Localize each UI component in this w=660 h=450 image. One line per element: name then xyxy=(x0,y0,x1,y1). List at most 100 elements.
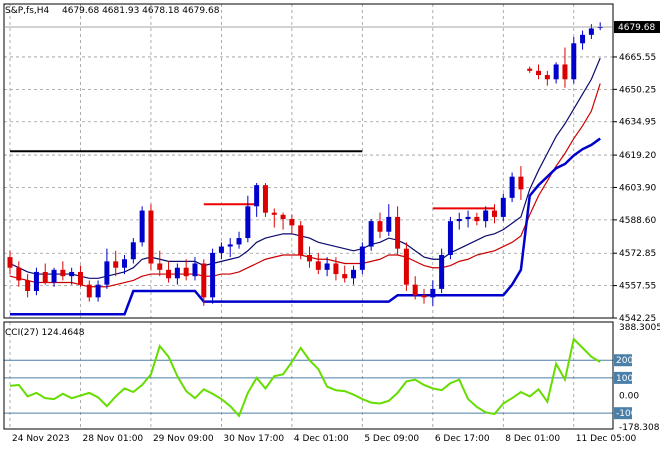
candle-body xyxy=(315,261,321,270)
price-tick-label: 4619.20 xyxy=(619,151,656,161)
candle-body xyxy=(183,267,189,277)
candle-body xyxy=(7,257,13,268)
candle-body xyxy=(536,70,542,76)
candles xyxy=(7,22,603,306)
candle-body xyxy=(77,271,83,285)
time-tick-label: 5 Dec 09:00 xyxy=(364,434,419,444)
cci-panel-frame xyxy=(3,321,614,430)
main-panel-frame xyxy=(3,3,614,319)
time-tick-label: 24 Nov 2023 xyxy=(12,434,70,444)
candle-body xyxy=(236,238,242,245)
price-tick-label: 4542.25 xyxy=(619,314,656,324)
cci-panel xyxy=(4,337,613,418)
candle-body xyxy=(51,269,57,283)
level-lines xyxy=(10,150,495,210)
candle-body xyxy=(544,75,550,80)
candle-body xyxy=(166,269,172,279)
time-tick-label: 30 Nov 17:00 xyxy=(223,434,284,444)
current-price-label: 4679.68 xyxy=(618,23,655,33)
candle-body xyxy=(271,212,277,215)
time-tick-label: 29 Nov 09:00 xyxy=(153,434,214,444)
candle-body xyxy=(368,221,374,247)
candle-body xyxy=(447,221,453,256)
candle-body xyxy=(421,295,427,298)
candle-body xyxy=(139,210,145,243)
candle-body xyxy=(25,280,31,292)
time-tick-label: 28 Nov 01:00 xyxy=(82,434,143,444)
chart-symbol: S&P,fs,H4 xyxy=(5,6,50,16)
axes: 4665.55 4650.25 4634.95 4619.20 4603.90 4588.… xyxy=(3,3,660,444)
candle-body xyxy=(395,216,401,249)
cci-level-box xyxy=(614,371,632,384)
candle-body xyxy=(403,248,409,285)
candle-body xyxy=(60,269,66,277)
candle-body xyxy=(597,27,603,29)
candle-body xyxy=(289,219,295,226)
candle-body xyxy=(500,197,506,217)
candle-body xyxy=(351,269,357,279)
price-tick-label: 4665.55 xyxy=(619,53,656,63)
candle-body xyxy=(439,255,445,289)
candle-body xyxy=(262,185,268,213)
candle-body xyxy=(553,64,559,80)
candle-body xyxy=(333,263,339,275)
candle-body xyxy=(122,259,128,268)
cci-label: CCI(27) 124.4648 xyxy=(5,328,85,338)
candle-body xyxy=(86,284,92,298)
candle-body xyxy=(113,261,119,268)
indicator-line xyxy=(9,83,601,288)
candle-body xyxy=(324,263,330,270)
time-tick-label: 6 Dec 17:00 xyxy=(435,434,490,444)
candle-body xyxy=(69,271,75,277)
candle-body xyxy=(218,246,224,253)
candle-body xyxy=(456,219,462,222)
indicator-line xyxy=(9,57,601,279)
candle-body xyxy=(483,210,489,222)
candle-body xyxy=(386,216,392,232)
cci-tick-label: -100 xyxy=(616,409,637,419)
candle-body xyxy=(130,242,136,260)
cci-tick-label: 200 xyxy=(616,356,633,366)
ohlc-readout: 4679.68 4681.93 4678.18 4679.68 xyxy=(62,6,220,16)
candle-body xyxy=(174,267,180,279)
candle-body xyxy=(16,267,22,281)
candle-body xyxy=(430,288,436,298)
candle-body xyxy=(342,274,348,279)
candle-body xyxy=(562,64,568,80)
candle-body xyxy=(518,176,524,190)
price-tick-label: 4603.90 xyxy=(619,183,656,193)
candle-body xyxy=(245,206,251,239)
price-tick-label: 4588.60 xyxy=(619,216,656,226)
candle-body xyxy=(359,246,365,270)
indicator-line xyxy=(10,137,601,316)
candle-body xyxy=(104,261,110,285)
time-tick-label: 8 Dec 01:00 xyxy=(505,434,560,444)
candle-body xyxy=(254,185,260,207)
candle-body xyxy=(33,271,39,292)
candle-body xyxy=(157,263,163,270)
candle-body xyxy=(527,68,533,71)
cci-tick-label: -178.3083 xyxy=(619,423,660,433)
candle-body xyxy=(192,263,198,277)
time-tick-label: 4 Dec 01:00 xyxy=(294,434,349,444)
candle-body xyxy=(509,176,515,198)
candle-body xyxy=(465,216,471,220)
cci-line xyxy=(9,337,601,418)
candle-body xyxy=(588,28,594,35)
cci-tick-label: 0.00 xyxy=(619,392,639,402)
candle-body xyxy=(42,271,48,283)
grid xyxy=(4,4,613,429)
candle-body xyxy=(491,210,497,217)
candle-body xyxy=(298,225,304,256)
candle-body xyxy=(571,43,577,80)
candle-body xyxy=(227,244,233,247)
cci-tick-label: 388.3005 xyxy=(619,323,660,333)
candle-body xyxy=(412,284,418,296)
price-tick-label: 4650.25 xyxy=(619,85,656,95)
candle-body xyxy=(95,284,101,298)
candle-body xyxy=(377,221,383,232)
time-tick-label: 11 Dec 05:00 xyxy=(576,434,637,444)
candle-body xyxy=(210,252,216,298)
candle-body xyxy=(307,255,312,262)
